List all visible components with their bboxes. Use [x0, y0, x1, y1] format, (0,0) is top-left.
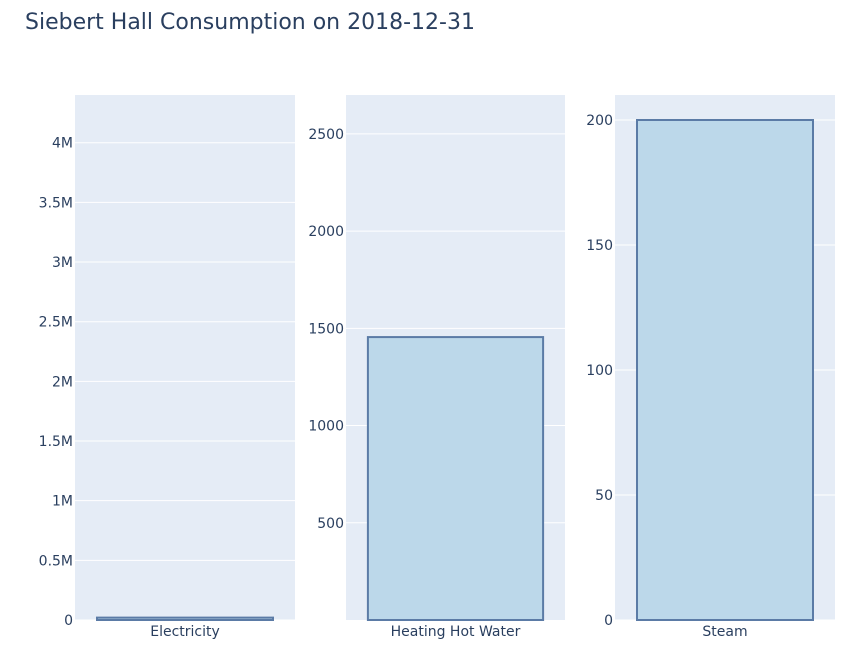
y-tick-label: 1.5M	[39, 434, 73, 450]
subplot-3: 0 50 100 150 200 Steam	[586, 95, 835, 640]
y-tick-label: 50	[595, 488, 613, 504]
y-tick-label: 1M	[52, 494, 73, 510]
y-tick-label: 2000	[308, 224, 344, 240]
y-tick-label: 4M	[52, 136, 73, 152]
plot-background	[75, 95, 295, 620]
y-tick-label: 0	[64, 613, 73, 629]
subplot-2: 500 1000 1500 2000 2500 Heating Hot Water	[308, 95, 565, 640]
y-tick-label: 100	[586, 363, 613, 379]
y-tick-label: 3.5M	[39, 195, 73, 211]
y-tick-label: 500	[317, 516, 344, 532]
x-tick-label: Heating Hot Water	[391, 624, 521, 640]
subplot-1: 0 0.5M 1M 1.5M 2M 2.5M 3M 3.5M 4M Electricity	[39, 95, 295, 640]
y-tick-label: 3M	[52, 255, 73, 271]
bar-electricity	[96, 616, 274, 622]
y-tick-label: 200	[586, 113, 613, 129]
x-tick-label: Electricity	[150, 624, 220, 640]
x-tick-label: Steam	[702, 624, 747, 640]
bar-steam	[636, 119, 814, 621]
bar-heating-hot-water	[366, 336, 545, 621]
y-tick-label: 1000	[308, 419, 344, 435]
y-tick-label: 2M	[52, 374, 73, 390]
y-tick-label: 0.5M	[39, 553, 73, 569]
y-tick-label: 2500	[308, 127, 344, 143]
y-tick-label: 150	[586, 238, 613, 254]
y-tick-label: 0	[604, 613, 613, 629]
y-tick-label: 1500	[308, 321, 344, 337]
chart-title: Siebert Hall Consumption on 2018-12-31	[25, 10, 475, 35]
y-tick-label: 2.5M	[39, 315, 73, 331]
